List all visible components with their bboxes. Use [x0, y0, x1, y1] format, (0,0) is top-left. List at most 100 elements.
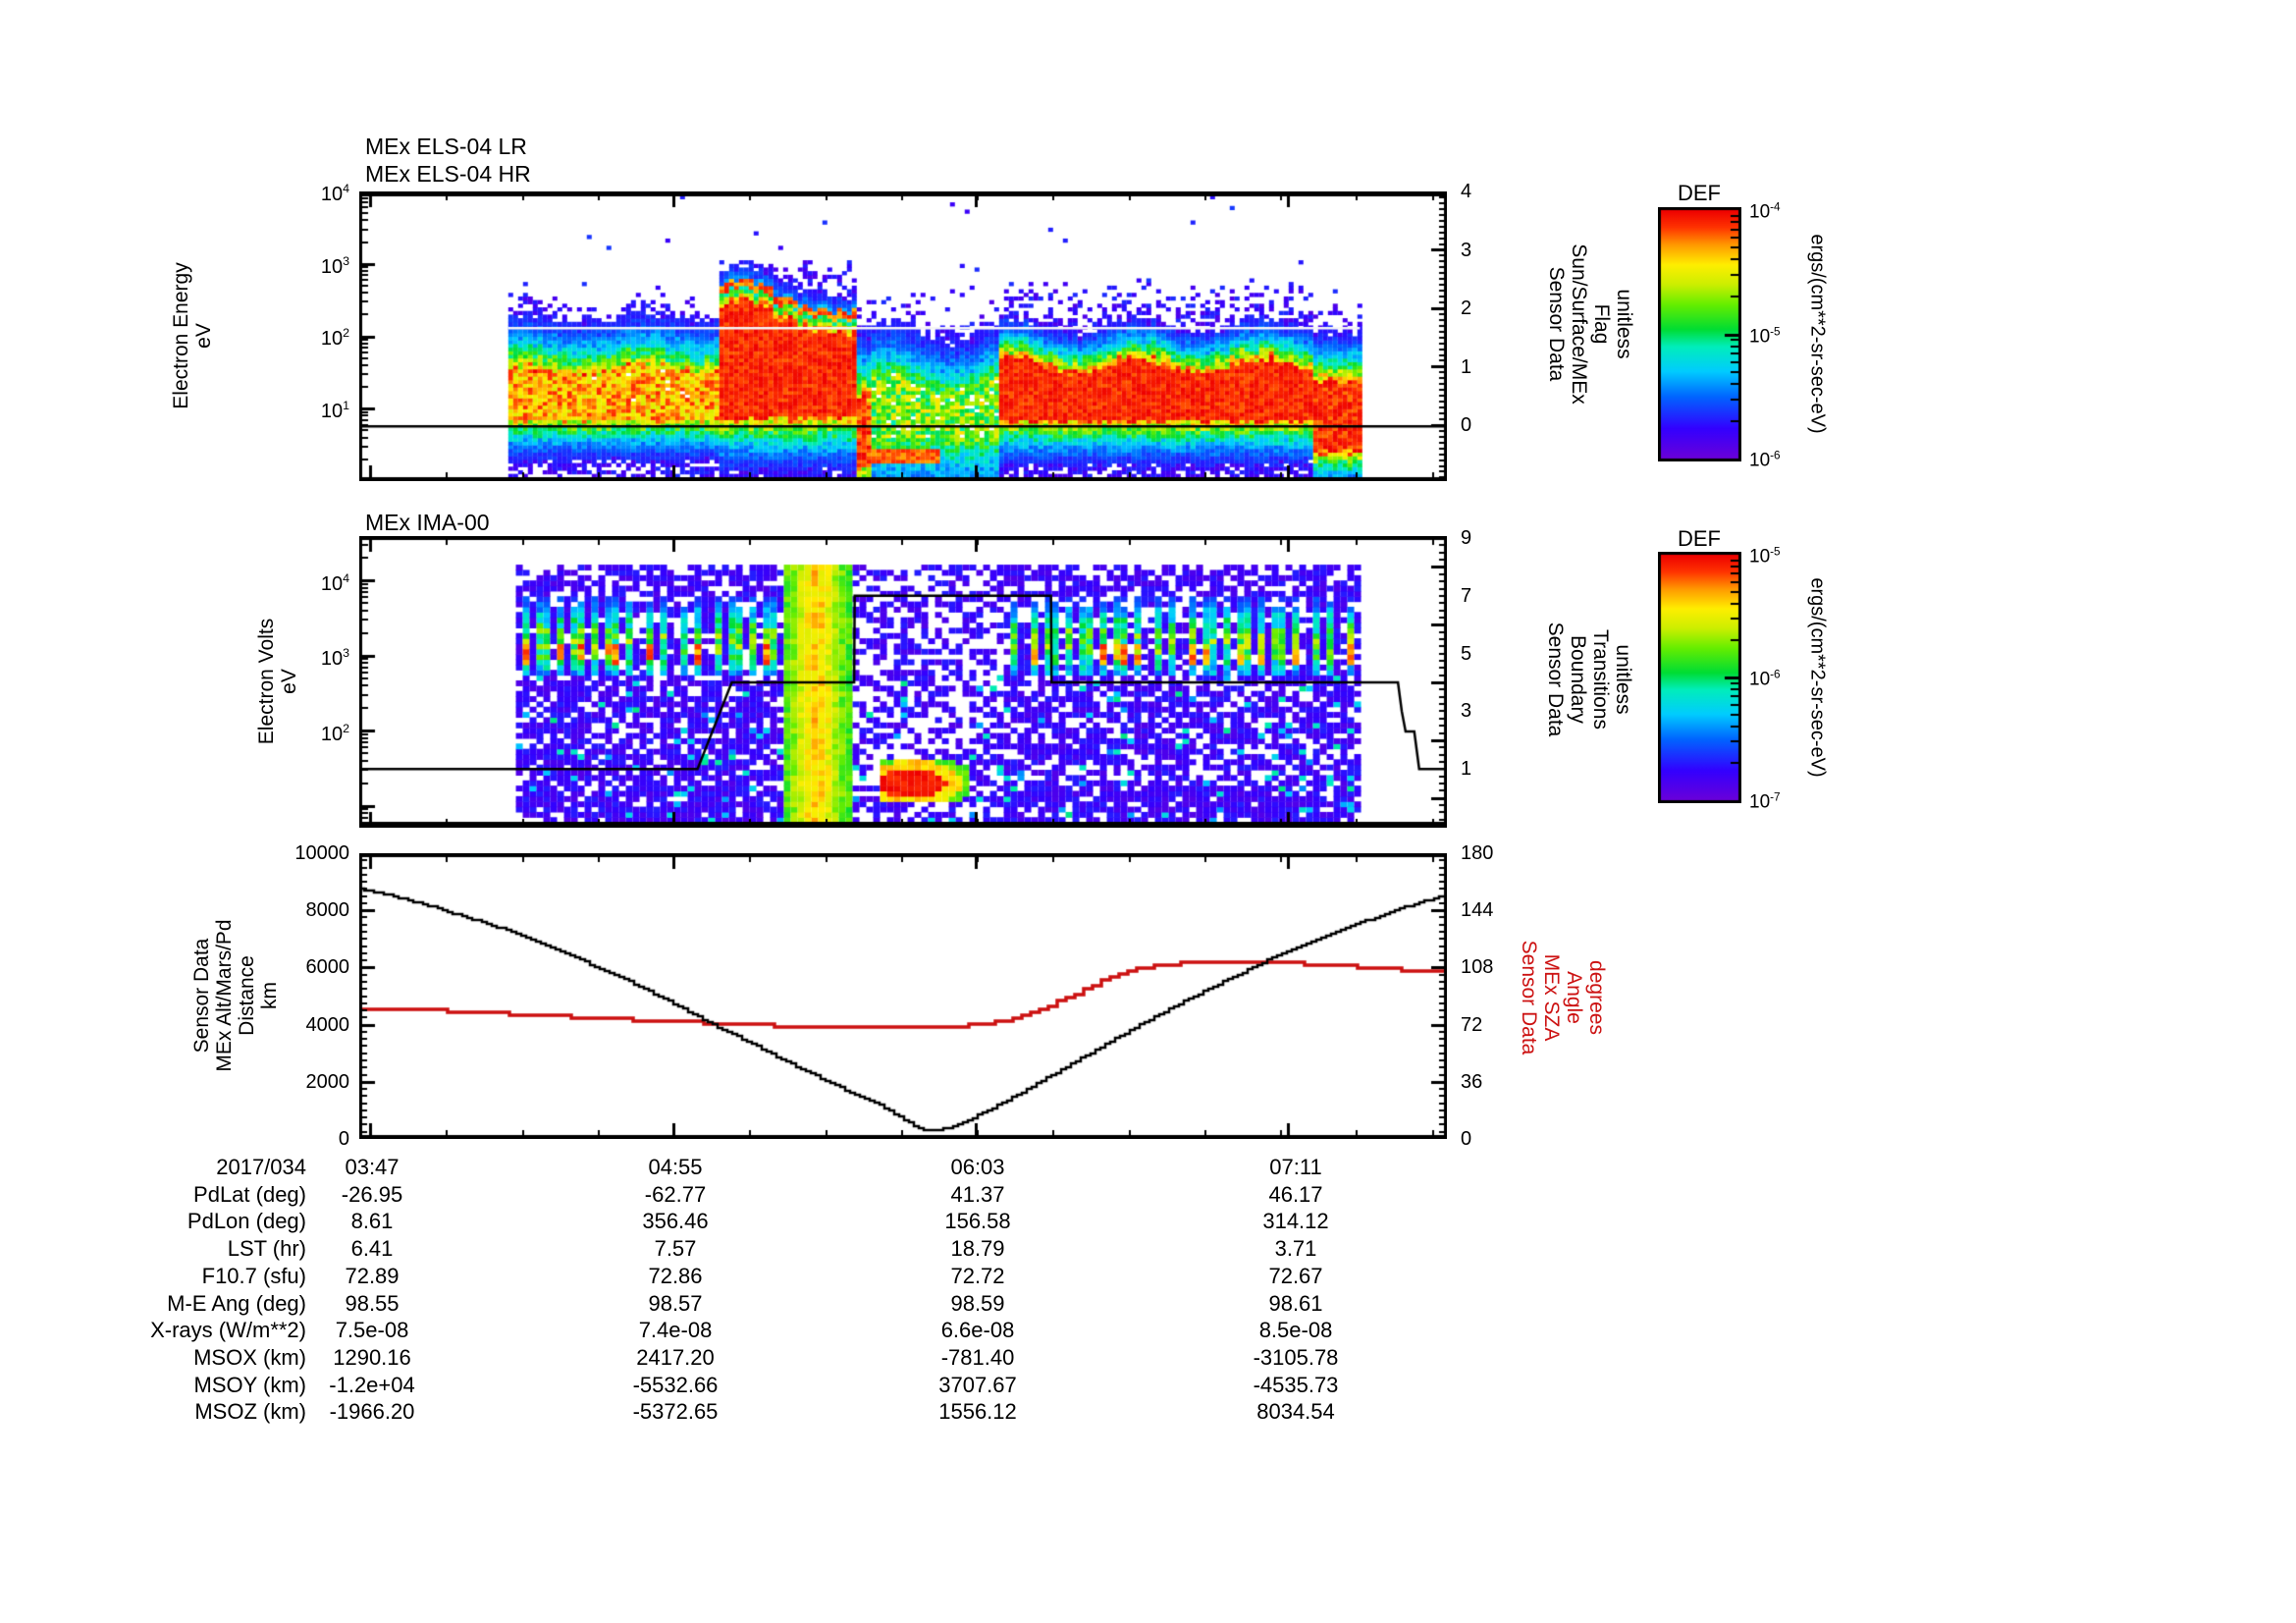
colorbar-2-tick-label: 10-5 [1749, 545, 1781, 568]
table-cell: -3105.78 [1253, 1344, 1339, 1370]
colorbar-1-title: DEF [1678, 181, 1721, 205]
table-cell: -4535.73 [1253, 1372, 1339, 1397]
axis-label-line: Sensor Data [1544, 622, 1567, 737]
table-cell: 98.61 [1268, 1290, 1323, 1316]
ima-boundary-axis-label: Sensor Data Boundary Transitions unitless [1544, 622, 1634, 737]
ima-volts-tick-label: 104 [320, 570, 349, 595]
axis-label-line: Sensor Data [1518, 940, 1540, 1055]
trajectory-line-canvas [359, 853, 1447, 1139]
table-cell: 156.58 [944, 1209, 1011, 1234]
axis-label-line: unitless [1612, 644, 1634, 715]
table-cell: 72.86 [648, 1263, 703, 1288]
altitude-axis-label: Sensor Data MEx Alt/Mars/Pd Distance km [190, 919, 281, 1071]
table-cell: 18.79 [950, 1236, 1005, 1262]
els-energy-tick-label: 102 [320, 326, 349, 351]
ima-boundary-tick-label: 1 [1461, 758, 1472, 781]
table-cell: 98.57 [648, 1290, 703, 1316]
els-spectrogram-canvas [359, 191, 1447, 481]
table-cell: 6.6e-08 [940, 1318, 1015, 1343]
table-cell: 356.46 [642, 1209, 709, 1234]
table-cell: -26.95 [341, 1181, 403, 1207]
table-cell: 3707.67 [938, 1372, 1017, 1397]
sza-axis-label: Sensor Data MEx SZA Angle degrees [1518, 941, 1608, 1055]
table-cell: 46.17 [1268, 1181, 1323, 1207]
table-row-label: PdLat (deg) [193, 1181, 306, 1207]
table-row-label: MSOY (km) [193, 1372, 306, 1397]
colorbar-1-tick-label: 10-4 [1749, 200, 1781, 223]
table-cell: 72.89 [345, 1263, 400, 1288]
table-cell: 314.12 [1262, 1209, 1329, 1234]
table-row-label: LST (hr) [227, 1236, 306, 1262]
table-cell: 72.67 [1268, 1263, 1323, 1288]
ima-spectrogram-canvas [359, 536, 1447, 828]
table-row-label: 2017/034 [216, 1155, 306, 1179]
table-cell: 8034.54 [1256, 1399, 1335, 1425]
table-cell: 7.5e-08 [335, 1318, 409, 1343]
table-cell: 06:03 [950, 1155, 1005, 1179]
ima-title: MEx IMA-00 [365, 510, 490, 535]
table-cell: 6.41 [350, 1236, 394, 1262]
altitude-tick-label: 6000 [305, 956, 350, 979]
table-cell: -781.40 [940, 1344, 1015, 1370]
altitude-tick-label: 10000 [294, 842, 349, 864]
axis-label-line: Electron Energy [170, 262, 192, 409]
axis-label-line: Distance [236, 955, 258, 1036]
table-row-label: PdLon (deg) [187, 1209, 306, 1234]
els-energy-tick-label: 104 [320, 182, 349, 205]
axis-label-line: MEx SZA [1540, 953, 1563, 1042]
table-cell: -5372.65 [632, 1399, 719, 1425]
sza-tick-label: 36 [1461, 1070, 1483, 1093]
altitude-tick-label: 4000 [305, 1013, 350, 1036]
table-row-label: MSOZ (km) [194, 1399, 306, 1425]
table-cell: -5532.66 [632, 1372, 719, 1397]
colorbar-1-tick-label: 10-5 [1749, 324, 1781, 348]
colorbar-2-title: DEF [1678, 526, 1721, 551]
table-cell: 7.4e-08 [638, 1318, 713, 1343]
sza-tick-label: 180 [1461, 842, 1494, 864]
table-cell: 41.37 [950, 1181, 1005, 1207]
axis-label-line: Flag [1590, 303, 1613, 345]
sza-tick-label: 108 [1461, 956, 1494, 979]
table-cell: 1290.16 [333, 1344, 411, 1370]
colorbar-1-tick-label: 10-6 [1749, 449, 1781, 471]
table-row-label: M-E Ang (deg) [167, 1290, 306, 1316]
table-cell: 8.5e-08 [1258, 1318, 1333, 1343]
table-cell: 07:11 [1269, 1155, 1322, 1179]
els-flag-tick-label: 0 [1461, 414, 1472, 436]
axis-label-line: Transitions [1589, 629, 1612, 730]
axis-label-line: Boundary [1567, 635, 1589, 724]
colorbar-1-units-label: ergs/(cm**2-sr-sec-eV) [1806, 234, 1829, 434]
table-cell: 8.61 [350, 1209, 394, 1234]
sza-tick-label: 144 [1461, 899, 1494, 922]
ima-volts-tick-label: 103 [320, 646, 349, 670]
axis-label-line: km [258, 982, 281, 1010]
els-title-lr: MEx ELS-04 LR [365, 134, 527, 159]
els-flag-tick-label: 1 [1461, 355, 1472, 378]
colorbar-2-tick-label: 10-7 [1749, 790, 1781, 813]
sza-tick-label: 0 [1461, 1128, 1472, 1150]
table-cell: 1556.12 [938, 1399, 1017, 1425]
table-cell: 3.71 [1274, 1236, 1317, 1262]
els-energy-tick-label: 101 [320, 399, 349, 422]
axis-label-line: degrees [1585, 960, 1608, 1035]
els-energy-tick-label: 103 [320, 253, 349, 278]
axis-label-line: eV [192, 323, 215, 349]
colorbar-def-1 [1658, 207, 1741, 461]
table-cell: -1966.20 [329, 1399, 415, 1425]
els-flag-axis-label: Sensor Data Sun/Surface/MEx Flag unitless [1545, 243, 1635, 404]
altitude-tick-label: 8000 [305, 899, 350, 922]
ima-volts-tick-label: 102 [320, 721, 349, 745]
ima-boundary-tick-label: 3 [1461, 700, 1472, 723]
els-flag-tick-label: 3 [1461, 239, 1472, 261]
sza-tick-label: 72 [1461, 1013, 1483, 1036]
table-cell: 04:55 [648, 1155, 703, 1179]
table-row-label: F10.7 (sfu) [201, 1263, 306, 1288]
axis-label-line: Sensor Data [190, 938, 213, 1054]
ima-boundary-tick-label: 5 [1461, 642, 1472, 665]
table-cell: 72.72 [950, 1263, 1005, 1288]
altitude-tick-label: 2000 [305, 1070, 350, 1093]
colorbar-2-units-label: ergs/(cm**2-sr-sec-eV) [1806, 577, 1829, 778]
table-row-label: MSOX (km) [193, 1344, 306, 1370]
table-cell: 98.55 [345, 1290, 400, 1316]
